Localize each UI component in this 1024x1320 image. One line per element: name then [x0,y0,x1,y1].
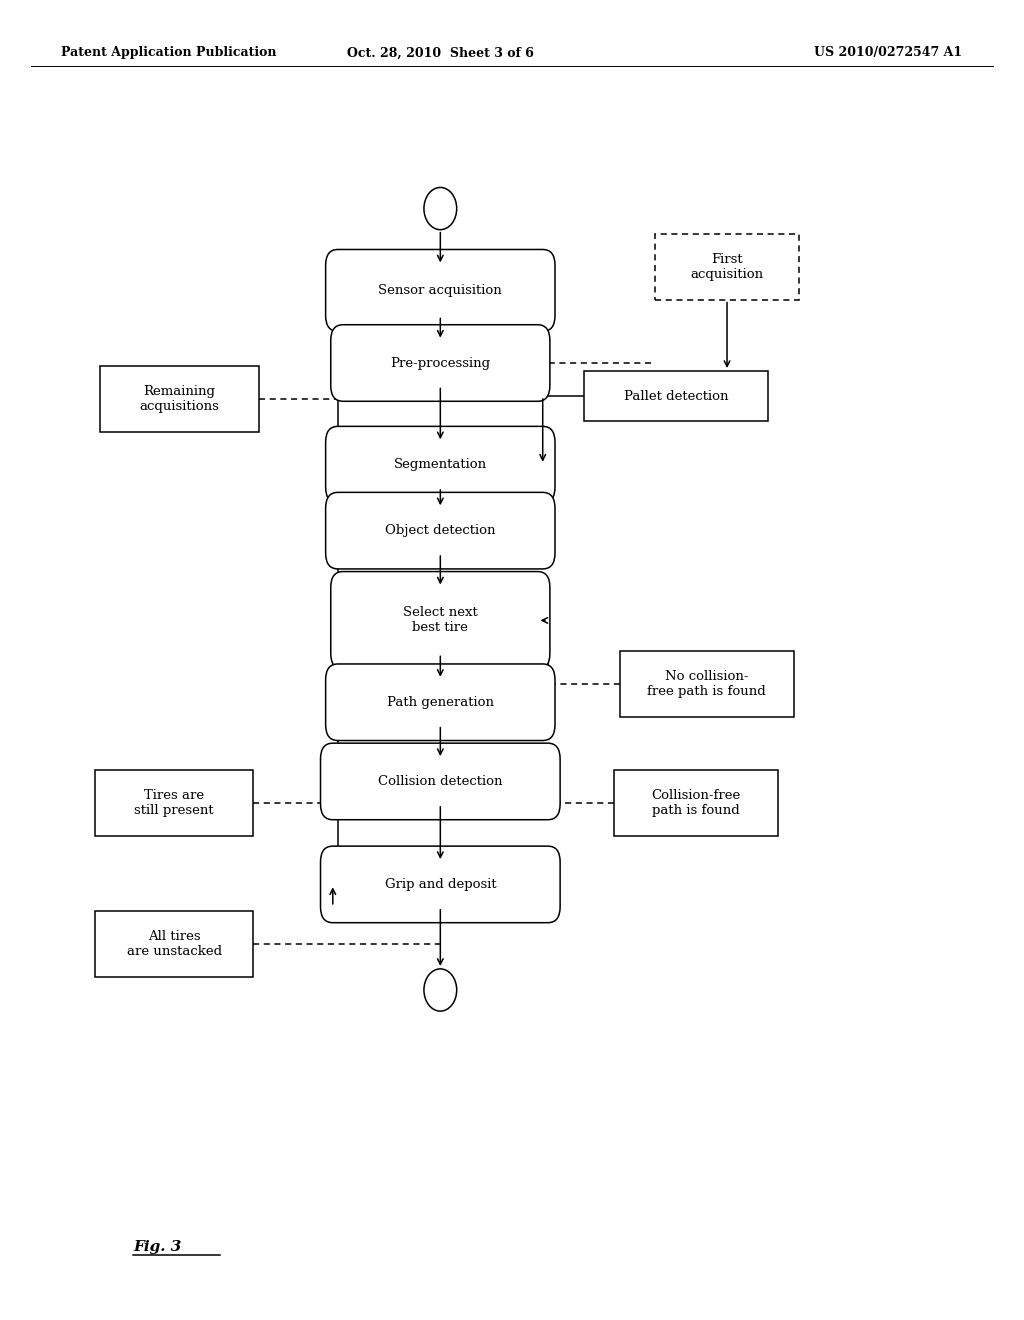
Bar [655,234,799,300]
Text: Path generation: Path generation [387,696,494,709]
Bar [95,911,254,977]
FancyBboxPatch shape [331,325,550,401]
Bar [584,371,768,421]
FancyBboxPatch shape [326,492,555,569]
FancyBboxPatch shape [326,426,555,503]
Bar [620,651,794,717]
Bar [99,366,258,432]
Text: Object detection: Object detection [385,524,496,537]
FancyBboxPatch shape [321,743,560,820]
Text: Segmentation: Segmentation [394,458,486,471]
Text: No collision-
free path is found: No collision- free path is found [647,669,766,698]
Text: Tires are
still present: Tires are still present [134,788,214,817]
Text: First
acquisition: First acquisition [690,252,764,281]
Bar [614,770,778,836]
Text: All tires
are unstacked: All tires are unstacked [127,929,221,958]
FancyBboxPatch shape [326,664,555,741]
Circle shape [424,187,457,230]
Text: Collision-free
path is found: Collision-free path is found [651,788,741,817]
Text: Pre-processing: Pre-processing [390,356,490,370]
Circle shape [424,969,457,1011]
Text: Grip and deposit: Grip and deposit [384,878,497,891]
FancyBboxPatch shape [321,846,560,923]
FancyBboxPatch shape [326,249,555,331]
Text: Oct. 28, 2010  Sheet 3 of 6: Oct. 28, 2010 Sheet 3 of 6 [347,46,534,59]
Text: Select next
best tire: Select next best tire [403,606,477,635]
Text: Sensor acquisition: Sensor acquisition [379,284,502,297]
FancyBboxPatch shape [331,572,550,669]
Text: Patent Application Publication: Patent Application Publication [61,46,276,59]
Text: Fig. 3: Fig. 3 [133,1241,181,1254]
Text: Collision detection: Collision detection [378,775,503,788]
Text: Remaining
acquisitions: Remaining acquisitions [139,384,219,413]
Bar [95,770,254,836]
Text: US 2010/0272547 A1: US 2010/0272547 A1 [814,46,963,59]
Text: Pallet detection: Pallet detection [624,389,728,403]
